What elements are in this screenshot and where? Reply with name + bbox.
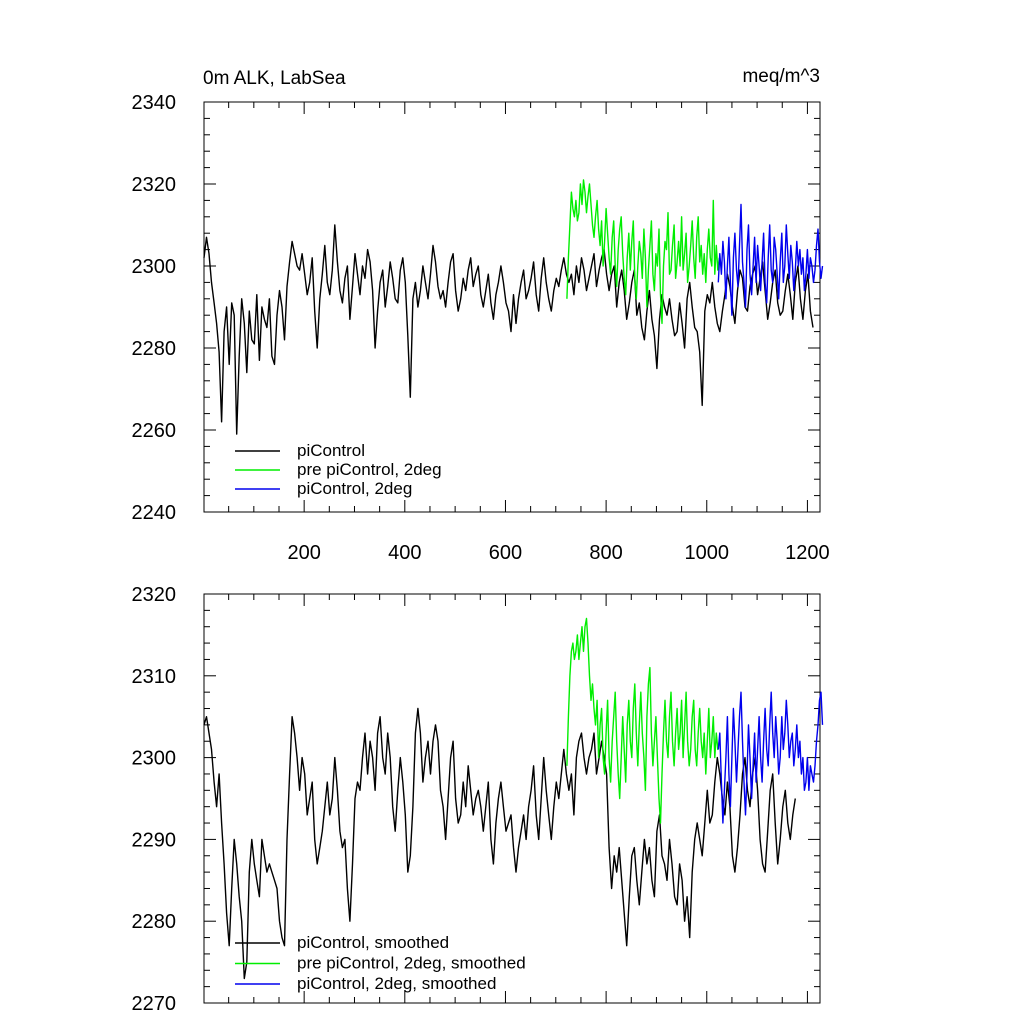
bottom-y-tick-label: 2270 bbox=[132, 993, 177, 1015]
top-x-tick-label: 1200 bbox=[785, 542, 830, 564]
top-panel: 0m ALK, LabSea meq/m^3 2240 2260 2280 2300 2… bbox=[132, 66, 830, 564]
top-legend-label-1: piControl bbox=[297, 441, 365, 460]
bottom-y-tick-label: 2310 bbox=[132, 666, 177, 688]
bottom-series-line-2 bbox=[566, 617, 720, 824]
top-y-tick-label: 2240 bbox=[132, 502, 177, 524]
top-x-tick-label: 600 bbox=[489, 542, 522, 564]
top-series-line-2 bbox=[566, 179, 720, 325]
top-title-right: meq/m^3 bbox=[742, 66, 820, 87]
bottom-y-tick-label: 2320 bbox=[132, 584, 177, 606]
bottom-y-tick-label: 2290 bbox=[132, 829, 177, 851]
bottom-y-tick-label: 2280 bbox=[132, 911, 177, 933]
top-plot-frame bbox=[203, 101, 821, 513]
bottom-series-line-1 bbox=[203, 707, 796, 980]
top-x-tick-label: 200 bbox=[287, 542, 320, 564]
top-x-tick-label: 1000 bbox=[685, 542, 730, 564]
top-series-line-3 bbox=[717, 203, 824, 316]
top-y-tick-label: 2260 bbox=[132, 420, 177, 442]
top-title-left: 0m ALK, LabSea bbox=[203, 68, 346, 89]
top-legend-label-3: piControl, 2deg bbox=[297, 479, 412, 498]
top-legend-label-2: pre piControl, 2deg bbox=[297, 460, 442, 479]
top-y-tick-label: 2300 bbox=[132, 256, 177, 278]
top-x-tick-label: 400 bbox=[388, 542, 421, 564]
bottom-panel: 2270 2280 2290 2300 2310 2320 piControl, smoot… bbox=[132, 584, 824, 1015]
bottom-legend-label-1: piControl, smoothed bbox=[297, 933, 449, 952]
bottom-legend-label-3: piControl, 2deg, smoothed bbox=[297, 974, 496, 993]
top-y-tick-label: 2320 bbox=[132, 174, 177, 196]
top-y-tick-label: 2340 bbox=[132, 92, 177, 114]
bottom-plot-frame bbox=[203, 593, 821, 1004]
bottom-series-line-3 bbox=[717, 691, 824, 824]
top-x-tick-label: 800 bbox=[589, 542, 622, 564]
bottom-y-tick-label: 2300 bbox=[132, 748, 177, 770]
bottom-legend-label-2: pre piControl, 2deg, smoothed bbox=[297, 954, 526, 973]
top-y-tick-label: 2280 bbox=[132, 338, 177, 360]
top-series-line-1 bbox=[203, 224, 814, 435]
